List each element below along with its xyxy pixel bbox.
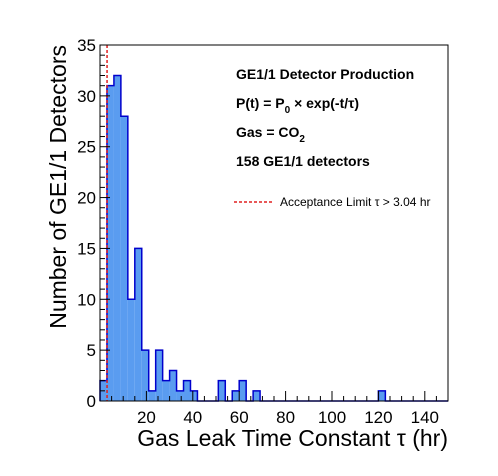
annotation-production: GE1/1 Detector Production: [236, 66, 414, 82]
histogram-bar: [162, 380, 170, 401]
histogram-bar: [134, 248, 142, 401]
x-tick-label: 120: [364, 408, 392, 427]
x-tick-label: 100: [318, 408, 346, 427]
histogram-bar: [183, 380, 191, 401]
histogram-bar: [120, 116, 128, 401]
gas-part-1: Gas = CO: [236, 124, 300, 140]
formula-part-1: P(t) = P: [236, 95, 285, 111]
histogram-bar: [378, 390, 386, 401]
histogram-bar: [148, 390, 156, 401]
annotation-count: 158 GE1/1 detectors: [236, 153, 370, 169]
gas-subscript: 2: [299, 134, 305, 145]
legend-acceptance-label: Acceptance Limit τ > 3.04 hr: [280, 195, 431, 209]
histogram-bar: [141, 350, 149, 401]
x-tick-label: 140: [411, 408, 439, 427]
y-tick-label: 20: [77, 189, 96, 208]
y-tick-label: 15: [77, 239, 96, 258]
y-tick-label: 35: [77, 36, 96, 55]
y-axis-ticks: 0 5 10 15 20 25 30 35: [77, 36, 110, 411]
x-tick-label: 20: [137, 408, 156, 427]
histogram-bar: [239, 380, 247, 401]
histogram-bar: [155, 350, 163, 401]
histogram-bar: [176, 390, 184, 401]
histogram-bars: [99, 74, 448, 402]
x-axis-ticks: 20 40 60 80 100 120 140: [99, 391, 449, 427]
formula-part-2: × exp(-t/τ): [290, 95, 359, 111]
x-axis-title: Gas Leak Time Constant τ (hr): [137, 425, 448, 451]
histogram-bar: [190, 390, 198, 401]
x-tick-label: 80: [276, 408, 295, 427]
histogram-bar: [113, 75, 121, 401]
y-tick-label: 10: [77, 290, 96, 309]
y-tick-label: 25: [77, 138, 96, 157]
annotation-formula: P(t) = P0 × exp(-t/τ): [236, 95, 359, 116]
y-axis-title: Number of GE1/1 Detectors: [45, 45, 71, 329]
histogram-bar: [253, 390, 261, 401]
histogram-bar: [169, 370, 177, 401]
y-tick-label: 30: [77, 87, 96, 106]
x-tick-label: 40: [183, 408, 202, 427]
formula-subscript: 0: [285, 105, 291, 116]
histogram-bar: [232, 390, 240, 401]
y-tick-label: 0: [87, 392, 96, 411]
annotation-gas: Gas = CO2: [236, 124, 305, 145]
histogram-bar: [127, 299, 135, 401]
histogram-bar: [218, 380, 226, 401]
x-tick-label: 60: [230, 408, 249, 427]
histogram-bar: [106, 85, 114, 401]
y-tick-label: 5: [87, 341, 96, 360]
